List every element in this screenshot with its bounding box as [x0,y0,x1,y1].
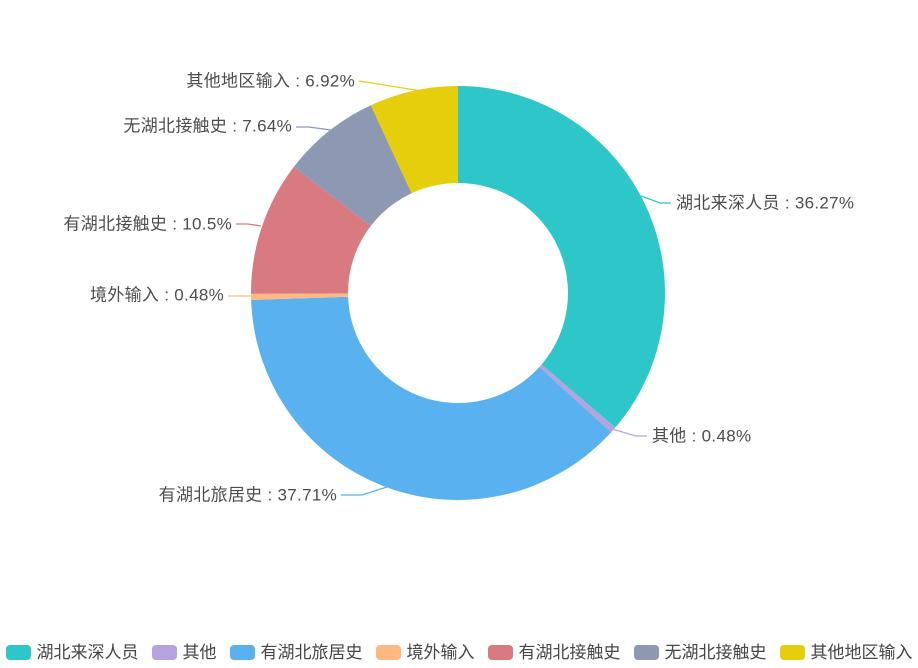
donut-slice-overseas-imported[interactable] [251,293,349,301]
chart-legend: 湖北来深人员 其他 有湖北旅居史 境外输入 有湖北接触史 无湖北接触史 其他地区输入 [0,644,918,661]
label-leader-other-region-imported [358,80,442,95]
slice-label-other-region-imported: 其他地区输入 : 6.92% [186,71,355,91]
legend-label: 有湖北旅居史 [260,643,363,662]
label-leader-hubei-travel-history [341,486,388,496]
donut-slice-hubei-travel-history[interactable] [251,296,612,500]
label-leader-hubei-to-shenzhen [640,195,671,204]
slice-label-hubei-contact-history: 有湖北接触史 : 10.5% [63,214,232,234]
legend-label: 有湖北接触史 [518,643,621,662]
legend-item-overseas-imported[interactable]: 境外输入 [375,643,475,662]
legend-item-hubei-to-shenzhen[interactable]: 湖北来深人员 [5,643,139,662]
donut-slice-other[interactable] [539,364,616,433]
legend-item-other-region-imported[interactable]: 其他地区输入 [779,643,913,662]
legend-swatch-no-hubei-contact [633,645,659,660]
legend-swatch-other-region-imported [779,645,805,660]
legend-item-hubei-contact-history[interactable]: 有湖北接触史 [487,643,621,662]
label-leader-no-hubei-contact [296,126,332,131]
slice-label-overseas-imported: 境外输入 : 0.48% [90,285,224,305]
legend-label: 其他 [182,643,217,662]
slice-label-other: 其他 : 0.48% [652,426,752,446]
legend-item-no-hubei-contact[interactable]: 无湖北接触史 [633,643,767,662]
legend-swatch-hubei-contact-history [487,645,513,660]
legend-swatch-hubei-travel-history [229,645,255,660]
legend-swatch-other [151,645,177,660]
slice-label-hubei-to-shenzhen: 湖北来深人员 : 36.27% [676,193,855,213]
donut-slice-hubei-to-shenzhen[interactable] [458,86,665,428]
slice-label-no-hubei-contact: 无湖北接触史 : 7.64% [123,116,292,136]
label-leader-other [611,428,647,437]
legend-swatch-overseas-imported [375,645,401,660]
legend-item-hubei-travel-history[interactable]: 有湖北旅居史 [229,643,363,662]
donut-slice-hubei-contact-history[interactable] [250,166,371,294]
legend-swatch-hubei-to-shenzhen [5,645,31,660]
legend-label: 湖北来深人员 [36,643,139,662]
legend-label: 无湖北接触史 [664,643,767,662]
donut-slice-no-hubei-contact[interactable] [293,105,412,226]
label-leader-hubei-contact-history [236,223,262,227]
slice-label-hubei-travel-history: 有湖北旅居史 : 37.71% [158,485,337,505]
legend-item-other[interactable]: 其他 [151,643,217,662]
legend-label: 其他地区输入 [810,643,913,662]
donut-slice-other-region-imported[interactable] [370,86,458,194]
legend-label: 境外输入 [406,643,475,662]
